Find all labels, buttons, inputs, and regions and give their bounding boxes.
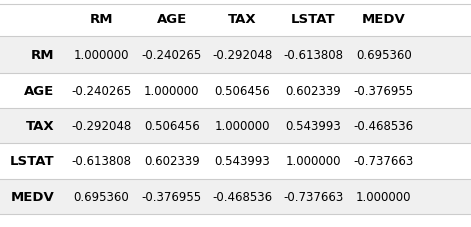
Text: -0.468536: -0.468536	[212, 190, 273, 203]
Bar	[0, 109, 471, 144]
Text: TAX: TAX	[228, 13, 257, 26]
Text: 1.000000: 1.000000	[356, 190, 412, 203]
Text: 0.602339: 0.602339	[144, 155, 200, 168]
Text: -0.292048: -0.292048	[71, 119, 131, 133]
Text: AGE: AGE	[157, 13, 187, 26]
Text: -0.737663: -0.737663	[283, 190, 343, 203]
Text: 0.695360: 0.695360	[73, 190, 129, 203]
Text: -0.376955: -0.376955	[142, 190, 202, 203]
Text: AGE: AGE	[24, 84, 54, 97]
Text: MEDV: MEDV	[362, 13, 406, 26]
Text: 0.695360: 0.695360	[356, 49, 412, 62]
Bar	[0, 38, 471, 73]
Text: MEDV: MEDV	[10, 190, 54, 203]
Text: RM: RM	[89, 13, 113, 26]
Text: 1.000000: 1.000000	[73, 49, 129, 62]
Bar	[0, 144, 471, 179]
Text: 1.000000: 1.000000	[144, 84, 200, 97]
Text: RM: RM	[31, 49, 54, 62]
Text: -0.737663: -0.737663	[354, 155, 414, 168]
Text: -0.613808: -0.613808	[71, 155, 131, 168]
Text: -0.240265: -0.240265	[71, 84, 131, 97]
Text: 1.000000: 1.000000	[215, 119, 270, 133]
Text: -0.376955: -0.376955	[354, 84, 414, 97]
Bar	[0, 179, 471, 214]
Text: -0.613808: -0.613808	[283, 49, 343, 62]
Text: LSTAT: LSTAT	[291, 13, 335, 26]
Text: 0.543993: 0.543993	[215, 155, 270, 168]
Bar	[0, 73, 471, 109]
Text: -0.240265: -0.240265	[142, 49, 202, 62]
Text: 1.000000: 1.000000	[285, 155, 341, 168]
Text: LSTAT: LSTAT	[9, 155, 54, 168]
Text: 0.543993: 0.543993	[285, 119, 341, 133]
Text: TAX: TAX	[25, 119, 54, 133]
Text: -0.468536: -0.468536	[354, 119, 414, 133]
Text: -0.292048: -0.292048	[212, 49, 273, 62]
Text: 0.506456: 0.506456	[215, 84, 270, 97]
Text: 0.506456: 0.506456	[144, 119, 200, 133]
Text: 0.602339: 0.602339	[285, 84, 341, 97]
